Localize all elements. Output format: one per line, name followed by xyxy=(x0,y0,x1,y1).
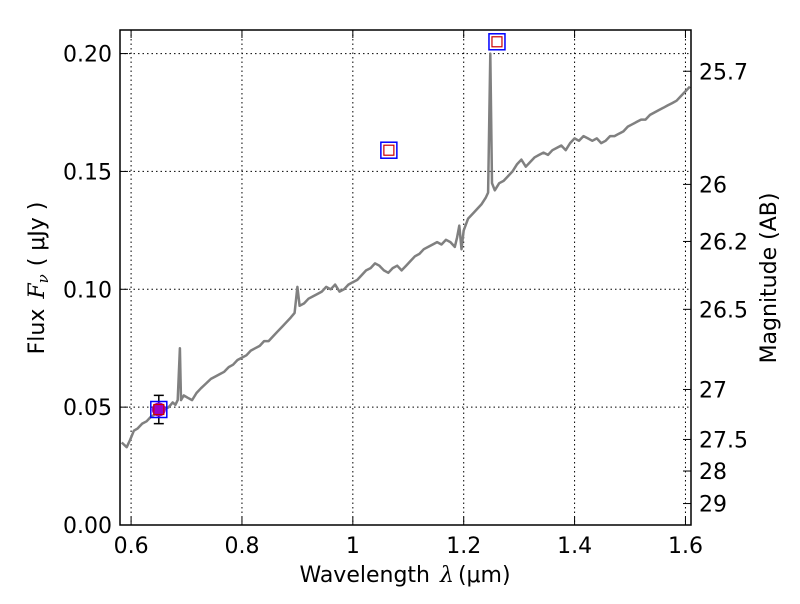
x-tick-label: 1.4 xyxy=(557,534,592,559)
plot-frame xyxy=(119,29,692,526)
model-square-red xyxy=(383,144,395,156)
model-square-red xyxy=(491,36,503,48)
y-tick-label: 0.20 xyxy=(63,43,112,68)
x-axis-label: Wavelength λ (μm) xyxy=(299,563,510,588)
grid xyxy=(120,30,691,526)
y-tick-label: 0.00 xyxy=(63,514,112,539)
axis-ticks: 0.6 0.8 1 1.2 1.4 1.6 0.00 0.05 0.10 0.15 0.20 25.7… xyxy=(63,30,748,559)
right-tick-label: 26 xyxy=(699,173,727,198)
y-axis-label: FluxFν( μJy ) xyxy=(25,202,52,355)
x-tick-label: 0.6 xyxy=(114,534,149,559)
right-tick-label: 29 xyxy=(699,493,727,518)
x-tick-label: 1.2 xyxy=(446,534,481,559)
x-tick-label: 1 xyxy=(346,534,360,559)
right-tick-label: 27.5 xyxy=(699,428,748,453)
model-square-red xyxy=(153,403,165,416)
right-axis-label: Magnitude (AB) xyxy=(757,193,782,364)
photometry-point xyxy=(151,402,166,417)
y-tick-label: 0.15 xyxy=(63,160,112,185)
x-tick-label: 0.8 xyxy=(224,534,259,559)
spectrum-series xyxy=(120,52,691,449)
model-square-blue xyxy=(380,141,398,159)
right-tick-label: 26.2 xyxy=(699,230,748,255)
model-square-blue xyxy=(150,400,168,419)
right-tick-label: 26.5 xyxy=(699,298,748,323)
spectrum-line xyxy=(120,52,691,449)
y-tick-label: 0.05 xyxy=(63,396,112,421)
right-tick-label: 27 xyxy=(699,378,727,403)
right-tick-label: 25.7 xyxy=(699,60,748,85)
x-tick-label: 1.6 xyxy=(668,534,703,559)
y-tick-label: 0.10 xyxy=(63,278,112,303)
model-square-blue xyxy=(488,33,506,51)
right-tick-label: 28 xyxy=(699,460,727,485)
data-markers xyxy=(150,33,506,425)
